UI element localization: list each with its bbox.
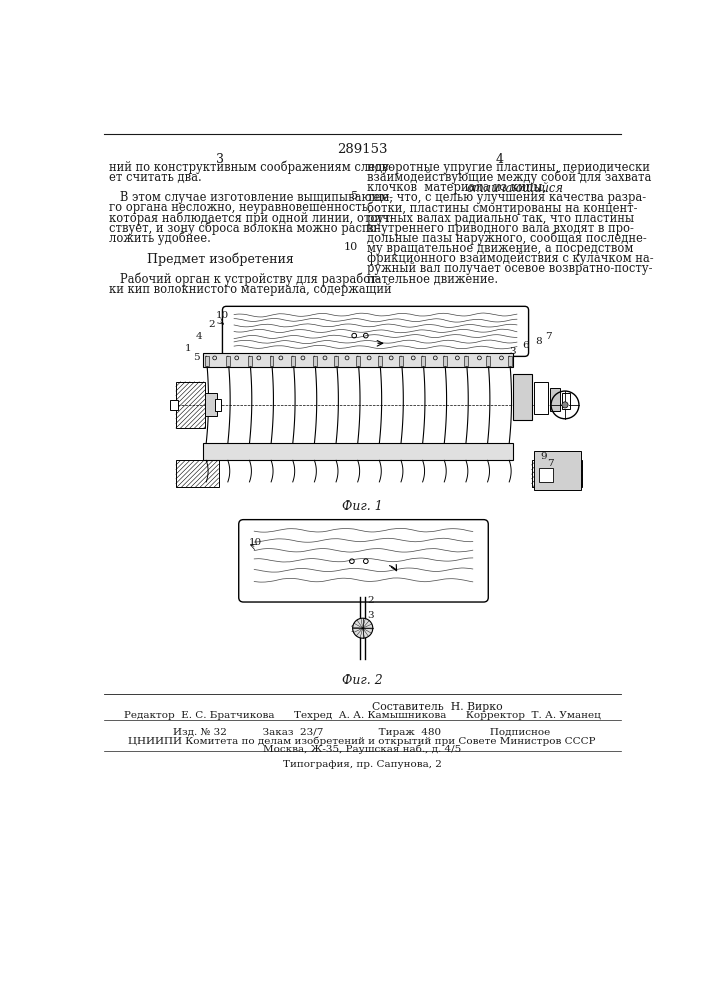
Text: ет считать два.: ет считать два. [109,171,201,184]
Bar [534,451,580,490]
Bar [291,356,295,366]
Bar [176,382,206,428]
Text: ЦНИИПИ Комитета по делам изобретений и открытий при Совете Министров СССР: ЦНИИПИ Комитета по делам изобретений и о… [128,737,596,746]
Bar [215,399,221,411]
FancyBboxPatch shape [223,306,529,356]
Bar [248,356,252,366]
Text: 2: 2 [209,320,215,329]
Text: ричных валах радиально так, что пластины: ричных валах радиально так, что пластины [368,212,634,225]
Bar [532,460,582,487]
Text: Изд. № 32           Заказ  23/7                 Тираж  480               Подписн: Изд. № 32 Заказ 23/7 Тираж 480 Подписн [173,728,551,737]
Circle shape [353,618,373,638]
Text: 5: 5 [351,191,358,201]
Bar [334,356,339,366]
Bar [176,460,218,487]
Text: 10: 10 [249,538,262,547]
Text: 8: 8 [535,337,542,346]
Text: внутреннего приводного вала входят в про-: внутреннего приводного вала входят в про… [368,222,634,235]
Text: взаимодействующие между собой для захвата: взаимодействующие между собой для захват… [368,171,652,184]
Bar [203,353,513,367]
Text: 10: 10 [216,311,230,320]
Text: клочков  материала из кипы,: клочков материала из кипы, [368,181,550,194]
Text: Типография, пр. Сапунова, 2: Типография, пр. Сапунова, 2 [283,760,441,769]
Bar [206,393,217,416]
Text: 1: 1 [349,625,356,634]
Text: дольные пазы наружного, сообщая последне-: дольные пазы наружного, сообщая последне… [368,232,647,245]
Text: 1: 1 [185,344,191,353]
Text: 4: 4 [495,153,503,166]
Text: В этом случае изготовление выщипывающе-: В этом случае изготовление выщипывающе- [109,191,392,204]
Text: 3: 3 [509,347,516,356]
Circle shape [562,402,568,408]
Text: пательное движение.: пательное движение. [368,273,498,286]
Bar [313,356,317,366]
Bar [486,356,490,366]
Text: Фиг. 2: Фиг. 2 [341,674,382,687]
Text: 9: 9 [540,452,547,461]
Text: 289153: 289153 [337,143,387,156]
Text: Москва, Ж-35, Раушская наб., д. 4/5: Москва, Ж-35, Раушская наб., д. 4/5 [263,744,461,754]
Text: 7: 7 [546,332,552,341]
Text: ружный вал получает осевое возвратно-посту-: ружный вал получает осевое возвратно-пос… [368,262,653,275]
Text: поворотные упругие пластины, периодически: поворотные упругие пластины, периодическ… [368,161,650,174]
Bar [204,356,209,366]
Text: Фиг. 1: Фиг. 1 [341,500,382,513]
Text: му вращательное движение, а посредством: му вращательное движение, а посредством [368,242,633,255]
Text: ложить удобнее.: ложить удобнее. [109,232,211,245]
Text: 5: 5 [193,353,199,362]
Text: ствует, и зону сброса волокна можно распо-: ствует, и зону сброса волокна можно расп… [109,222,380,235]
Text: 4: 4 [195,332,202,341]
Bar [356,356,360,366]
Bar [378,356,382,366]
Text: ботки, пластины смонтированы на концент-: ботки, пластины смонтированы на концент- [368,201,638,215]
Bar [508,356,512,366]
Bar [539,468,553,482]
Text: 2: 2 [368,596,374,605]
Bar [513,374,532,420]
Text: тем, что, с целью улучшения качества разра-: тем, что, с целью улучшения качества раз… [368,191,646,204]
Bar [534,382,548,414]
Bar [203,443,513,460]
Text: Предмет изобретения: Предмет изобретения [147,252,293,266]
Bar [399,356,403,366]
Bar [562,393,570,409]
Text: Редактор  Е. С. Братчикова      Техред  А. А. Камышникова      Корректор  Т. А. : Редактор Е. С. Братчикова Техред А. А. К… [124,711,600,720]
Text: фрикционного взаимодействия с кулачком на-: фрикционного взаимодействия с кулачком н… [368,252,654,265]
Text: Рабочий орган к устройству для разработ-: Рабочий орган к устройству для разработ- [109,273,380,286]
Text: Составитель  Н. Вирко: Составитель Н. Вирко [372,702,503,712]
Text: 3: 3 [216,153,224,166]
Bar [421,356,425,366]
Text: 3: 3 [368,611,374,620]
Text: 10: 10 [344,242,358,252]
Bar [549,388,561,411]
Text: отличающийся: отличающийся [466,181,563,194]
Bar [170,400,177,410]
Text: 7: 7 [547,460,554,468]
FancyBboxPatch shape [239,520,489,602]
Text: которая наблюдается при одной линии, отсут-: которая наблюдается при одной линии, отс… [109,212,394,225]
Text: ний по конструктивным соображениям следу-: ний по конструктивным соображениям следу… [109,161,392,174]
Text: го органа несложно, неуравновешенность,: го органа несложно, неуравновешенность, [109,201,371,214]
Text: 6: 6 [522,341,529,350]
Text: ки кип волокнистого материала, содержащий: ки кип волокнистого материала, содержащи… [109,283,391,296]
Bar [464,356,468,366]
Bar [443,356,447,366]
Bar [226,356,230,366]
Bar [269,356,274,366]
